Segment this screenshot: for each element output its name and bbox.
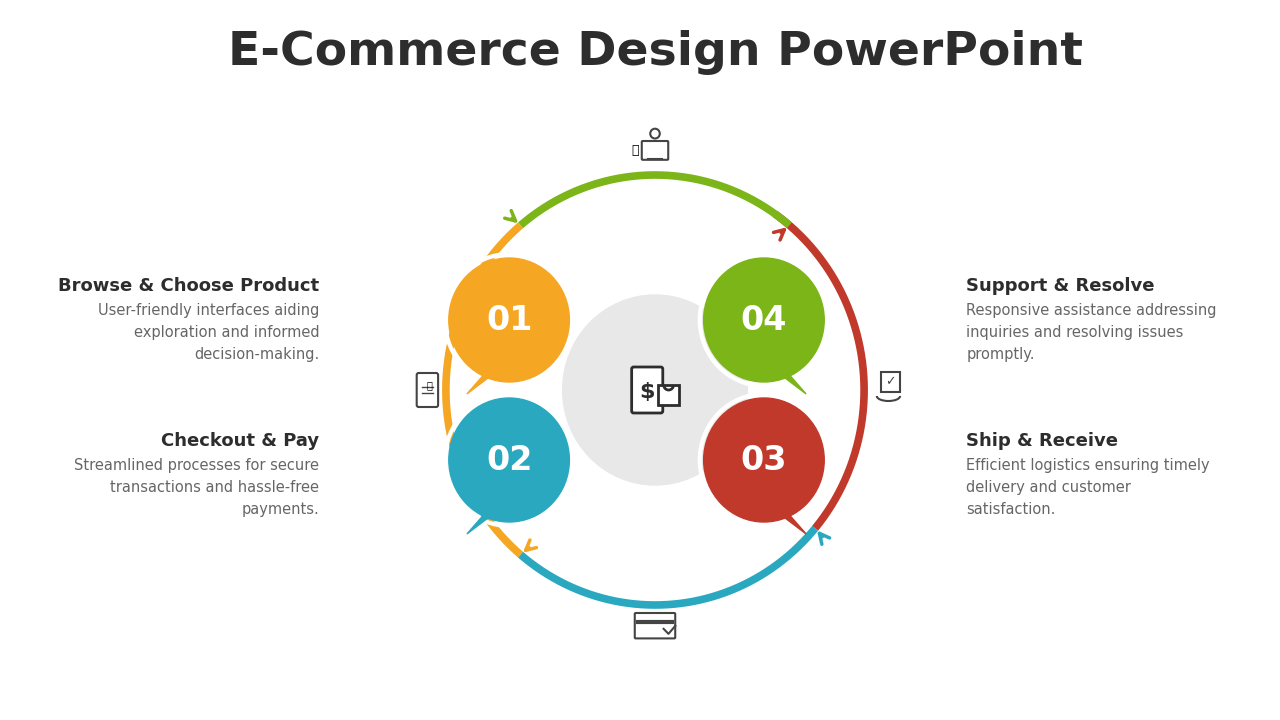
Text: Responsive assistance addressing
inquiries and resolving issues
promptly.: Responsive assistance addressing inquiri… bbox=[966, 303, 1217, 362]
Text: Support & Resolve: Support & Resolve bbox=[966, 277, 1155, 295]
Text: Efficient logistics ensuring timely
delivery and customer
satisfaction.: Efficient logistics ensuring timely deli… bbox=[966, 458, 1210, 518]
Text: 🛒: 🛒 bbox=[426, 380, 433, 390]
Text: 👍: 👍 bbox=[631, 144, 639, 157]
Text: Streamlined processes for secure
transactions and hassle-free
payments.: Streamlined processes for secure transac… bbox=[74, 458, 320, 518]
Text: 01: 01 bbox=[486, 304, 532, 336]
Polygon shape bbox=[771, 366, 806, 394]
Polygon shape bbox=[467, 506, 503, 534]
Circle shape bbox=[563, 295, 748, 485]
Text: $: $ bbox=[640, 382, 655, 402]
Text: Checkout & Pay: Checkout & Pay bbox=[161, 432, 320, 450]
Polygon shape bbox=[771, 506, 806, 534]
FancyBboxPatch shape bbox=[658, 385, 680, 405]
Text: Browse & Choose Product: Browse & Choose Product bbox=[59, 277, 320, 295]
Text: User-friendly interfaces aiding
exploration and informed
decision-making.: User-friendly interfaces aiding explorat… bbox=[99, 303, 320, 362]
Text: Ship & Receive: Ship & Receive bbox=[966, 432, 1119, 450]
Circle shape bbox=[449, 258, 570, 382]
Text: 02: 02 bbox=[486, 444, 532, 477]
Text: E-Commerce Design PowerPoint: E-Commerce Design PowerPoint bbox=[228, 30, 1083, 74]
Polygon shape bbox=[467, 366, 503, 394]
Text: 03: 03 bbox=[741, 444, 787, 477]
Circle shape bbox=[704, 398, 824, 522]
Circle shape bbox=[704, 258, 824, 382]
Text: ✓: ✓ bbox=[886, 376, 896, 389]
Circle shape bbox=[449, 398, 570, 522]
FancyBboxPatch shape bbox=[631, 367, 663, 413]
Text: 04: 04 bbox=[741, 304, 787, 336]
